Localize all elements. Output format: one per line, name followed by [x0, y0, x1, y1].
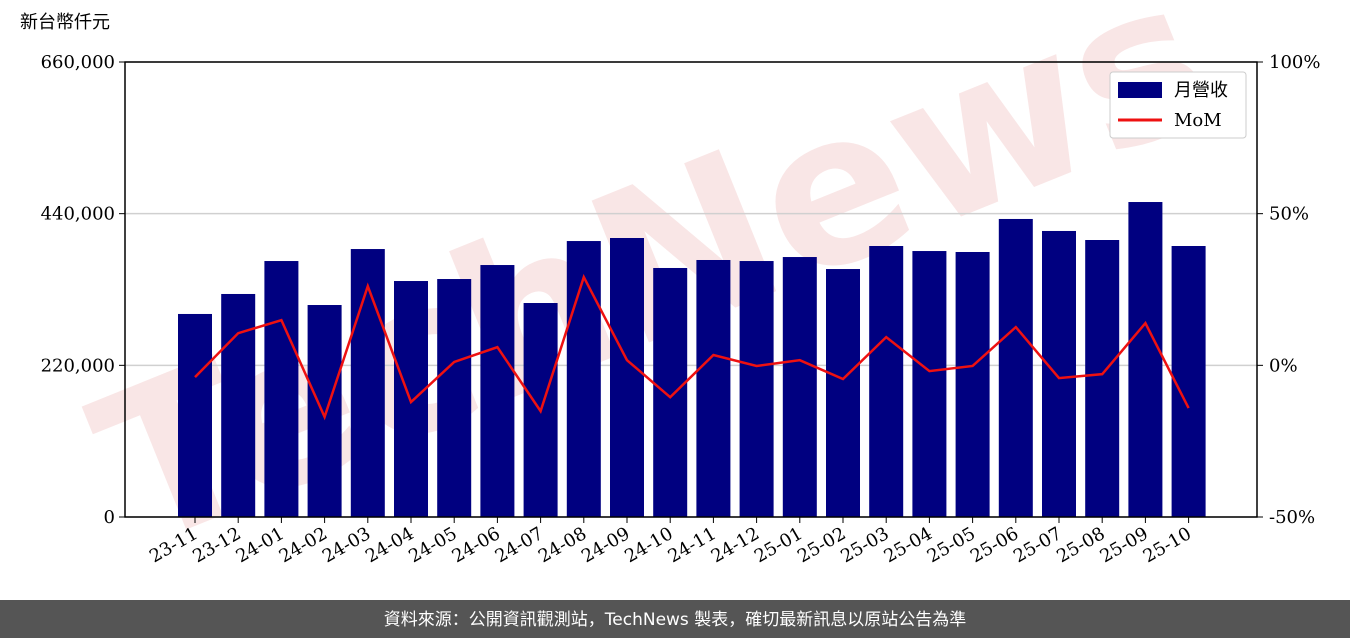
bar — [998, 218, 1033, 517]
x-tick-label: 25-10 — [1140, 523, 1195, 567]
x-tick-label: 24-04 — [362, 523, 417, 567]
x-tick-label: 25-02 — [794, 523, 849, 567]
y-tick-label: 0 — [104, 507, 115, 528]
bar — [912, 251, 947, 518]
legend-label: MoM — [1174, 110, 1222, 131]
x-tick-label: 24-06 — [448, 523, 503, 567]
bar — [178, 313, 212, 517]
bar — [1085, 240, 1120, 517]
bar — [826, 269, 860, 517]
x-tick-label: 24-12 — [708, 523, 763, 567]
bar — [437, 279, 472, 517]
bar — [610, 238, 644, 518]
bar — [1171, 245, 1206, 517]
bar — [955, 251, 990, 518]
y-tick-label: 660,000 — [41, 52, 115, 73]
x-tick-label: 25-04 — [880, 523, 935, 567]
legend-swatch — [1118, 82, 1162, 98]
bar — [307, 305, 342, 517]
bar — [350, 249, 385, 517]
plot-frame — [124, 61, 1258, 518]
x-tick-label: 24-09 — [578, 523, 633, 567]
bar — [566, 241, 601, 518]
x-tick-label: 25-03 — [837, 523, 892, 567]
x-tick-label: 25-06 — [967, 523, 1022, 567]
x-tick-label: 24-10 — [621, 523, 676, 567]
bar — [869, 245, 904, 517]
x-tick-label: 25-01 — [751, 523, 806, 567]
bar — [739, 261, 774, 517]
bar — [696, 259, 731, 517]
footer-bar — [0, 600, 1350, 638]
footer-text: 資料來源：公開資訊觀測站，TechNews 製表，確切最新訊息以原站公告為準 — [384, 610, 966, 630]
bar — [221, 293, 256, 517]
legend-label: 月營收 — [1174, 80, 1228, 101]
bar — [653, 267, 688, 517]
bar — [264, 261, 299, 517]
y2-tick-label: 100% — [1269, 52, 1320, 73]
bar — [1128, 202, 1163, 517]
y2-tick-label: 50% — [1269, 204, 1309, 225]
line — [194, 273, 1190, 421]
x-tick-label: 24-07 — [492, 523, 547, 567]
x-tick-label: 24-03 — [319, 523, 374, 567]
x-tick-label: 25-07 — [1010, 523, 1065, 567]
x-tick-label: 24-08 — [535, 523, 590, 567]
bar — [782, 257, 817, 517]
y2-tick-label: -50% — [1269, 507, 1315, 528]
bar — [1042, 230, 1076, 517]
x-tick-label: 24-05 — [405, 523, 460, 567]
y2-tick-label: 0% — [1269, 355, 1298, 376]
bar — [480, 265, 515, 517]
y-tick-label: 440,000 — [41, 204, 115, 225]
x-tick-label: 24-11 — [664, 523, 719, 567]
x-tick-label: 25-09 — [1096, 523, 1151, 567]
y-tick-label: 220,000 — [41, 355, 115, 376]
x-tick-label: 25-05 — [924, 523, 979, 567]
y-axis-label: 新台幣仟元 — [20, 12, 110, 33]
x-tick-label: 25-08 — [1053, 523, 1108, 567]
